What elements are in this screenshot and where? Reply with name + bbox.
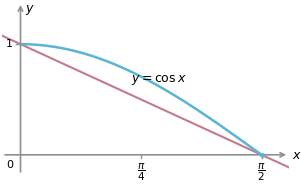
Text: 0: 0 xyxy=(6,160,13,170)
Text: 1: 1 xyxy=(6,39,13,49)
Text: x: x xyxy=(292,149,299,163)
Text: y: y xyxy=(25,2,33,15)
Text: $y = \cos x$: $y = \cos x$ xyxy=(131,73,187,87)
Text: $\dfrac{\pi}{2}$: $\dfrac{\pi}{2}$ xyxy=(257,161,266,183)
Text: $\dfrac{\pi}{4}$: $\dfrac{\pi}{4}$ xyxy=(137,161,145,183)
